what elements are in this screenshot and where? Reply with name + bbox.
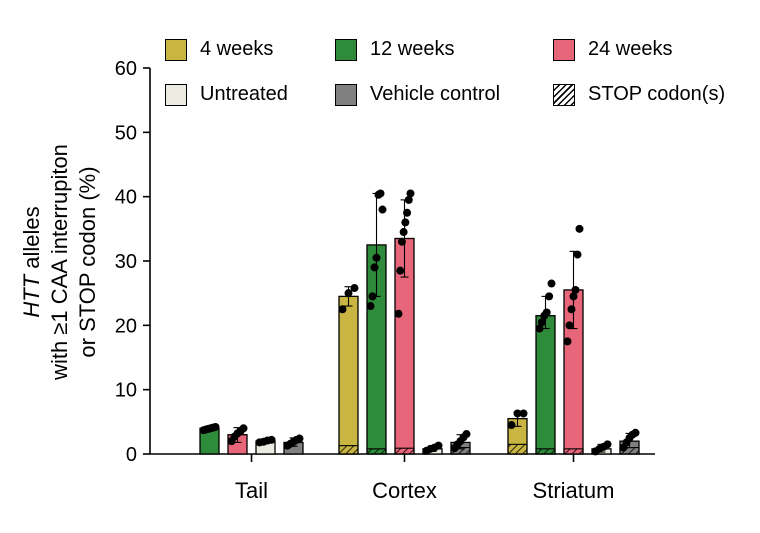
bar-group-striatum: Striatum: [507, 224, 640, 503]
legend-item-24-weeks: 24 weeks: [553, 38, 673, 61]
data-point: [394, 309, 403, 318]
bar-group-cortex: Cortex: [338, 189, 471, 503]
data-point: [567, 305, 576, 314]
bars: Tail Cortex Striatum: [199, 189, 640, 503]
data-point: [565, 321, 574, 330]
legend-label-24-weeks: 24 weeks: [588, 38, 673, 60]
legend-item-stop-codon: STOP codon(s): [553, 83, 725, 106]
data-point: [537, 318, 546, 327]
data-point: [507, 421, 516, 430]
stop-codon-segment: [507, 443, 528, 455]
y-tick-label: 0: [126, 444, 137, 466]
data-point: [545, 292, 554, 301]
data-point: [535, 324, 544, 333]
data-point: [338, 305, 347, 314]
legend-swatch-vehicle-control: [335, 83, 357, 106]
y-tick-label: 60: [115, 58, 137, 80]
data-point: [396, 266, 405, 275]
data-point: [370, 263, 379, 272]
data-point: [239, 424, 248, 433]
legend-item-4-weeks: 4 weeks: [165, 38, 273, 61]
data-point: [267, 435, 276, 444]
data-point: [350, 284, 359, 293]
bar: [338, 295, 359, 455]
legend-swatch-24-weeks: [553, 38, 575, 61]
y-tick-label: 30: [115, 251, 137, 273]
data-point: [603, 440, 612, 449]
y-tick-label: 40: [115, 187, 137, 209]
data-point: [406, 189, 415, 198]
x-category-label: Striatum: [533, 478, 615, 503]
data-point: [295, 434, 304, 443]
data-point: [366, 302, 375, 311]
data-point: [547, 279, 556, 288]
legend-label-4-weeks: 4 weeks: [200, 38, 274, 60]
data-point: [397, 237, 406, 246]
legend-item-12-weeks: 12 weeks: [335, 38, 455, 61]
legend-label-vehicle-control: Vehicle control: [370, 83, 501, 105]
data-point: [571, 285, 580, 294]
data-point: [434, 441, 443, 450]
stop-codon-segment: [394, 447, 415, 455]
legend-label-12-weeks: 12 weeks: [370, 38, 455, 60]
bar: [535, 315, 556, 455]
data-point: [372, 253, 381, 262]
data-point: [513, 409, 522, 418]
x-category-label: Tail: [235, 478, 268, 503]
data-point: [631, 428, 640, 437]
stop-codon-segment: [535, 448, 556, 455]
x-category-label: Cortex: [372, 478, 437, 503]
legend-item-untreated: Untreated: [165, 83, 288, 106]
legend-swatch-12-weeks: [335, 38, 357, 61]
bar-group-tail: Tail: [199, 422, 304, 503]
legend: 4 weeks 12 weeks 24 weeks Untreated Vehi…: [165, 38, 755, 118]
legend-swatch-4-weeks: [165, 38, 187, 61]
data-point: [573, 250, 582, 259]
data-point: [404, 195, 413, 204]
data-point: [376, 189, 385, 198]
stop-codon-segment: [563, 448, 584, 455]
legend-item-vehicle-control: Vehicle control: [335, 83, 500, 106]
stop-codon-segment: [366, 448, 387, 455]
data-point: [344, 289, 353, 298]
legend-label-stop-codon: STOP codon(s): [588, 83, 726, 105]
y-tick-label: 50: [115, 122, 137, 144]
data-point: [569, 292, 578, 301]
data-point: [401, 218, 410, 227]
data-point: [378, 205, 387, 214]
legend-swatch-untreated: [165, 83, 187, 106]
data-point: [542, 308, 551, 317]
data-point: [563, 337, 572, 346]
data-point: [519, 409, 528, 418]
legend-label-untreated: Untreated: [200, 83, 288, 105]
data-point: [399, 228, 408, 237]
stop-codon-segment: [338, 445, 359, 455]
data-point: [211, 422, 220, 431]
legend-swatch-stop-codon: [553, 83, 575, 106]
y-tick-label: 20: [115, 315, 137, 337]
data-point: [575, 224, 584, 233]
data-point: [462, 430, 471, 439]
data-point: [403, 208, 412, 217]
y-tick-label: 10: [115, 380, 137, 402]
data-point: [368, 292, 377, 301]
